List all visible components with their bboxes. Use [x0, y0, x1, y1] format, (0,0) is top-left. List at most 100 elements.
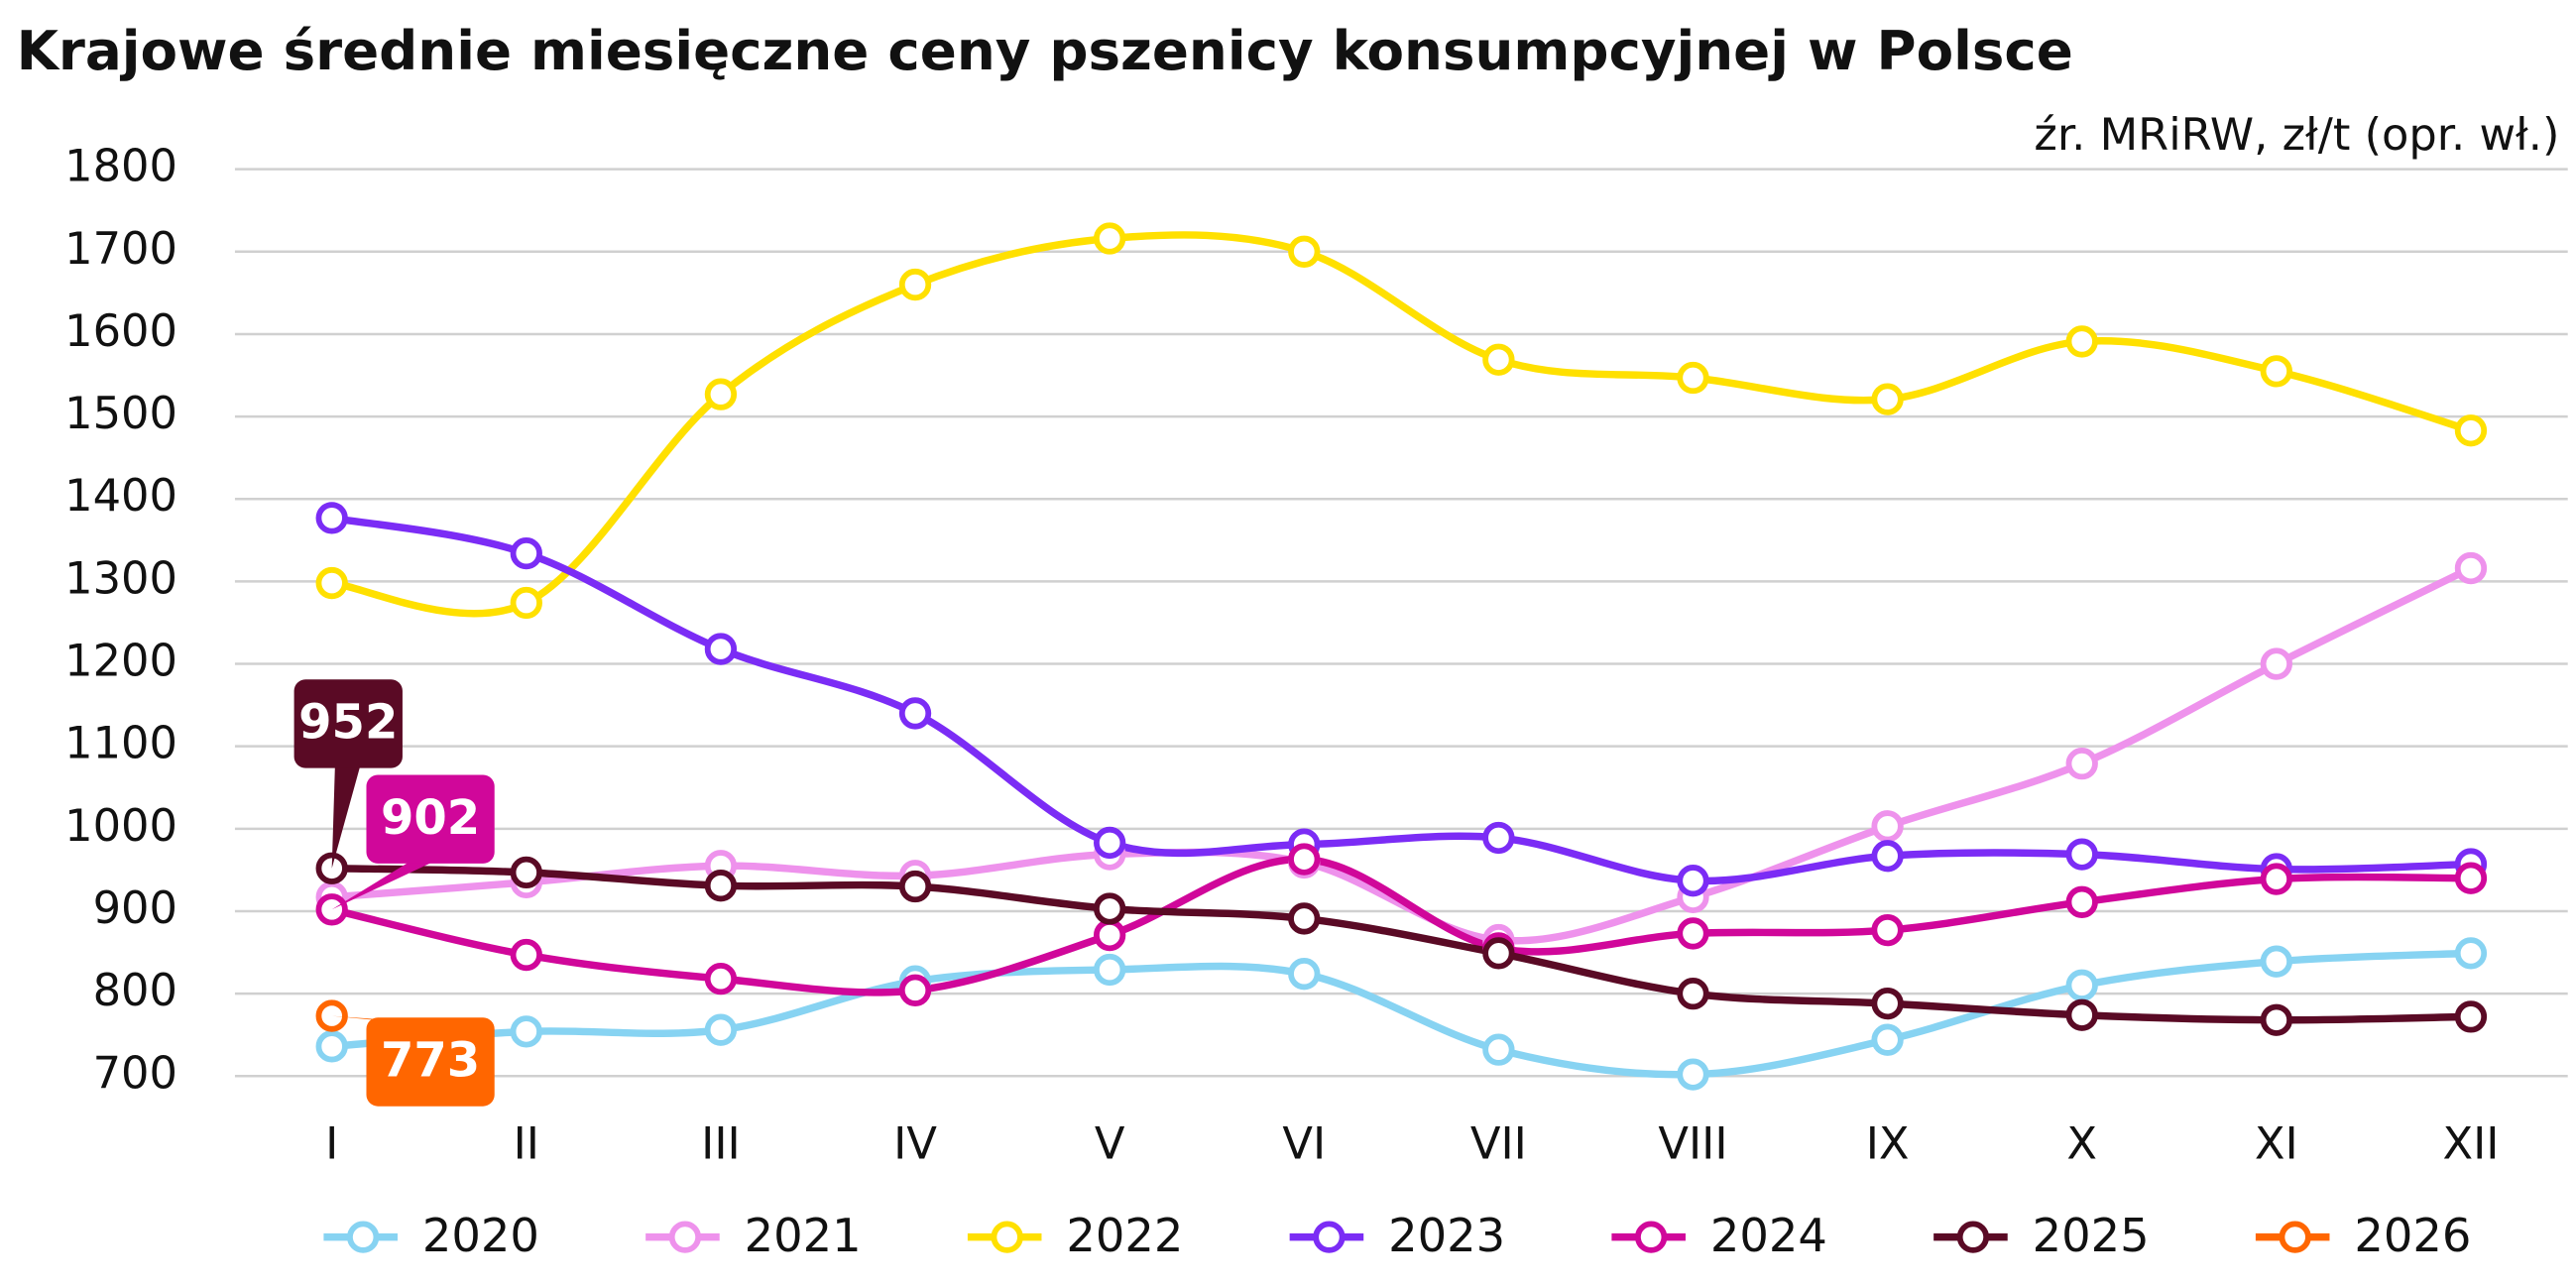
- legend-label: 2026: [2354, 1209, 2471, 1262]
- legend-label: 2025: [2033, 1209, 2150, 1262]
- x-tick-label: XI: [2255, 1117, 2298, 1170]
- legend-label: 2020: [422, 1209, 539, 1262]
- plot: [315, 222, 2488, 1091]
- point: [1093, 918, 1126, 952]
- point: [898, 268, 932, 301]
- series-line: [331, 949, 2472, 1079]
- point: [315, 566, 348, 600]
- legend-label: 2024: [1710, 1209, 1827, 1262]
- legend-marker: [991, 1221, 1023, 1253]
- x-tick-label: VII: [1470, 1117, 1527, 1170]
- point: [2454, 862, 2488, 894]
- point: [2260, 355, 2292, 388]
- y-tick-label: 1100: [64, 717, 177, 769]
- point: [1871, 987, 1904, 1020]
- point: [1677, 361, 1709, 395]
- point: [1677, 917, 1709, 950]
- point: [2065, 325, 2098, 358]
- legend-label: 2022: [1066, 1209, 1183, 1262]
- x-tick-label: X: [2066, 1117, 2097, 1170]
- point: [315, 999, 348, 1032]
- point: [898, 974, 932, 1006]
- point: [1871, 383, 1904, 415]
- x-tick-label: II: [514, 1117, 539, 1170]
- point: [1482, 1033, 1515, 1066]
- x-tick-label: VIII: [1658, 1117, 1727, 1170]
- point: [1093, 826, 1126, 860]
- point: [510, 586, 542, 620]
- legend-marker: [1956, 1221, 1990, 1253]
- point: [1677, 1058, 1709, 1091]
- point: [1093, 222, 1126, 255]
- y-tick-label: 1700: [64, 222, 177, 275]
- point: [704, 633, 738, 665]
- point: [510, 1015, 542, 1048]
- y-tick-label: 1400: [64, 469, 177, 522]
- series-line: [331, 514, 2472, 885]
- callout-box: [293, 679, 403, 768]
- x-tick-label: IV: [893, 1117, 937, 1170]
- point: [2454, 551, 2488, 585]
- legend-marker: [2279, 1221, 2311, 1253]
- series-line: [330, 855, 2471, 996]
- point: [510, 536, 542, 570]
- series-line: [331, 231, 2473, 618]
- point: [2454, 937, 2488, 970]
- callout-pointer: [331, 761, 362, 869]
- point: [510, 856, 542, 889]
- point: [1288, 235, 1321, 268]
- point: [315, 893, 348, 926]
- point: [1871, 1023, 1904, 1056]
- point: [2065, 969, 2098, 1001]
- point: [1093, 892, 1126, 925]
- point: [1482, 343, 1515, 376]
- legend-marker: [347, 1221, 380, 1253]
- legend-label: 2021: [745, 1209, 862, 1262]
- point: [1482, 821, 1515, 855]
- series-line: [331, 564, 2473, 945]
- y-tick-label: 1300: [64, 551, 177, 604]
- point: [2454, 1000, 2488, 1033]
- callout-box: [366, 774, 495, 864]
- x-tick-label: VI: [1282, 1117, 1326, 1170]
- y-tick-label: 900: [93, 881, 177, 934]
- legend-marker: [668, 1221, 702, 1253]
- point: [898, 870, 932, 903]
- point: [1288, 902, 1321, 935]
- x-tick-label: I: [325, 1117, 338, 1170]
- point: [704, 870, 738, 902]
- point: [2260, 945, 2292, 978]
- point: [2065, 747, 2098, 780]
- legend-label: 2023: [1388, 1209, 1505, 1262]
- point: [315, 502, 348, 534]
- y-tick-label: 1500: [64, 387, 177, 439]
- y-tick-label: 1600: [64, 304, 177, 357]
- chart-title: Krajowe średnie miesięczne ceny pszenicy…: [17, 19, 2073, 82]
- point: [1677, 977, 1709, 1010]
- point: [315, 1030, 348, 1063]
- data-label: 773: [381, 1033, 480, 1089]
- y-tick-label: 800: [93, 964, 177, 1016]
- point: [2454, 414, 2488, 447]
- point: [2065, 838, 2098, 871]
- point: [1871, 840, 1904, 873]
- point: [1288, 843, 1321, 876]
- point: [2065, 885, 2098, 918]
- y-tick-label: 700: [93, 1046, 177, 1099]
- x-tick-label: XII: [2442, 1117, 2499, 1170]
- point: [2065, 998, 2098, 1031]
- x-tick-label: V: [1095, 1117, 1125, 1170]
- data-label: 952: [298, 695, 398, 751]
- y-tick-label: 1200: [64, 635, 177, 687]
- callout-box: [366, 1017, 495, 1107]
- y-tick-label: 1000: [64, 799, 177, 852]
- point: [315, 852, 348, 884]
- point: [1677, 865, 1709, 897]
- data-label: 902: [381, 790, 480, 846]
- point: [510, 938, 542, 972]
- point: [898, 697, 932, 730]
- point: [704, 962, 738, 995]
- point: [1093, 953, 1126, 987]
- y-tick-label: 1800: [64, 140, 177, 192]
